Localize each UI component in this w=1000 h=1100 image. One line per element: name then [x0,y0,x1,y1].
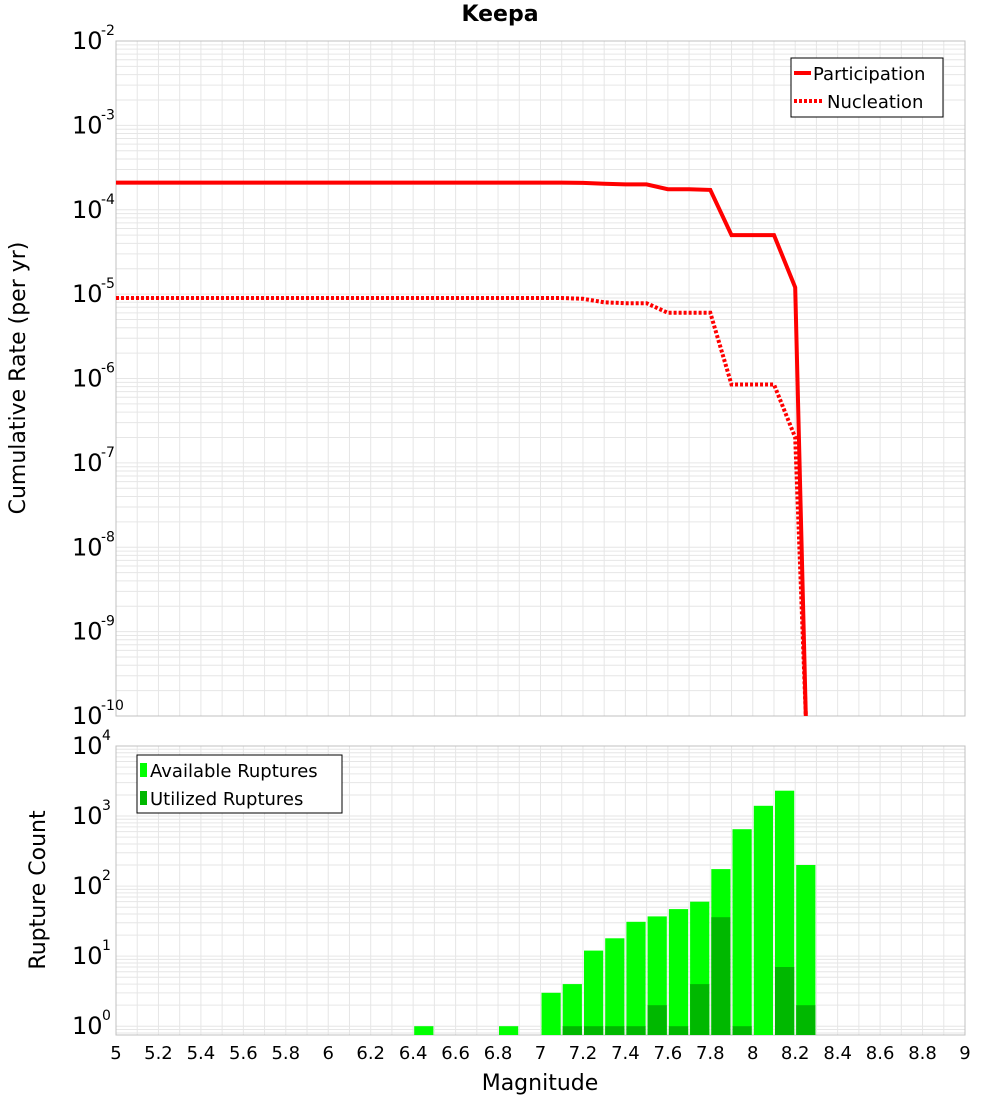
y-tick-exponent: 0 [102,1008,111,1024]
x-tick-label: 6 [323,1043,334,1064]
x-tick-label: 7.2 [569,1043,598,1064]
y-tick-label: 10 [72,618,103,646]
top-series-group [116,180,808,717]
x-tick-label: 5.8 [271,1043,300,1064]
available-rupture-bar [584,950,604,1035]
utilized-rupture-bar [626,1026,646,1035]
participation-line [116,180,808,717]
y-tick-label: 10 [72,196,103,224]
y-tick-label: 10 [72,1012,103,1040]
x-tick-label: 8.8 [908,1043,937,1064]
y-tick-label: 10 [72,365,103,393]
bottom-legend-box [136,754,343,814]
x-tick-label: 8 [747,1043,758,1064]
y-tick-label: 10 [72,280,103,308]
available-rupture-bar [541,992,561,1035]
y-tick-exponent: -7 [101,445,115,461]
x-tick-label: 8.6 [866,1043,895,1064]
bottom-bars-group [414,790,816,1035]
x-tick-label: 7 [535,1043,546,1064]
x-tick-label: 6.4 [399,1043,428,1064]
y-tick-exponent: -8 [101,529,115,545]
top-y-tick-labels: 10-210-310-410-510-610-710-810-910-10 [72,23,124,730]
utilized-rupture-bar [605,1026,625,1035]
top-y-axis-label: Cumulative Rate (per yr) [6,242,31,515]
top-legend: Participation Nucleation [790,57,944,118]
y-tick-label: 10 [72,802,103,830]
x-tick-label: 5 [110,1043,121,1064]
y-tick-exponent: -2 [101,23,115,39]
y-tick-exponent: -3 [101,107,115,123]
bottom-legend: Available Ruptures Utilized Ruptures [136,754,343,814]
available-rupture-bar [732,829,752,1035]
utilized-rupture-bar [562,1026,582,1035]
available-rupture-bar [414,1026,434,1035]
top-plot-grid [115,41,966,717]
x-tick-label: 8.2 [781,1043,810,1064]
utilized-rupture-bar [732,1026,752,1035]
utilized-rupture-bar [775,967,795,1035]
x-tick-label: 7.6 [654,1043,683,1064]
y-tick-label: 10 [72,111,103,139]
top-plot-frame [115,40,966,717]
y-tick-label: 10 [72,27,103,55]
y-tick-exponent: 4 [102,728,111,744]
legend-available-label: Available Ruptures [150,761,318,782]
available-rupture-bar [562,984,582,1035]
y-tick-exponent: -5 [101,276,115,292]
x-tick-labels: 5 5.2 5.4 5.6 5.8 6 6.2 6.4 6.6 6.8 7 7.2 7.4 7.6 7.8 8… [110,1043,970,1064]
x-axis-label: Magnitude [482,1071,599,1096]
y-tick-label: 10 [72,533,103,561]
utilized-rupture-bar [647,1005,667,1035]
y-tick-exponent: 3 [102,798,111,814]
utilized-rupture-bar [668,1026,689,1035]
y-tick-label: 10 [72,872,103,900]
y-tick-exponent: -10 [101,698,124,714]
x-tick-label: 7.8 [696,1043,725,1064]
available-rupture-bar [668,909,689,1035]
utilized-rupture-bar [796,1005,816,1035]
x-tick-label: 9 [959,1043,970,1064]
legend-available-swatch [140,763,147,777]
available-rupture-bar [605,938,625,1035]
available-rupture-bar [796,865,816,1035]
nucleation-line [116,296,808,717]
x-tick-label: 8.4 [823,1043,852,1064]
legend-nucleation-label: Nucleation [827,92,923,113]
x-tick-label: 5.4 [187,1043,216,1064]
y-tick-exponent: -4 [101,192,115,208]
bottom-plot-grid [115,746,966,1035]
utilized-rupture-bar [711,917,731,1035]
bottom-y-axis-label: Rupture Count [26,810,51,970]
utilized-rupture-bar [584,1026,604,1035]
y-tick-exponent: -6 [101,361,115,377]
available-rupture-bar [753,805,773,1035]
y-tick-exponent: -9 [101,614,115,630]
legend-utilized-label: Utilized Ruptures [150,789,303,810]
bottom-plot-frame [115,745,966,1036]
utilized-rupture-bar [690,984,710,1035]
top-legend-box [790,57,944,118]
x-tick-label: 6.2 [356,1043,385,1064]
chart-title: Keepa [461,2,539,27]
y-tick-label: 10 [72,942,103,970]
y-tick-label: 10 [72,449,103,477]
x-tick-label: 7.4 [611,1043,640,1064]
x-tick-label: 6.6 [441,1043,470,1064]
available-rupture-bar [626,921,646,1035]
y-tick-label: 10 [72,702,103,730]
available-rupture-bar [499,1026,519,1035]
x-tick-label: 5.6 [229,1043,258,1064]
legend-participation-label: Participation [813,64,925,85]
y-tick-label: 10 [72,732,103,760]
legend-utilized-swatch [140,791,147,805]
y-tick-exponent: 1 [102,938,111,954]
x-tick-label: 6.8 [484,1043,513,1064]
x-tick-label: 5.2 [144,1043,173,1064]
y-tick-exponent: 2 [102,868,111,884]
